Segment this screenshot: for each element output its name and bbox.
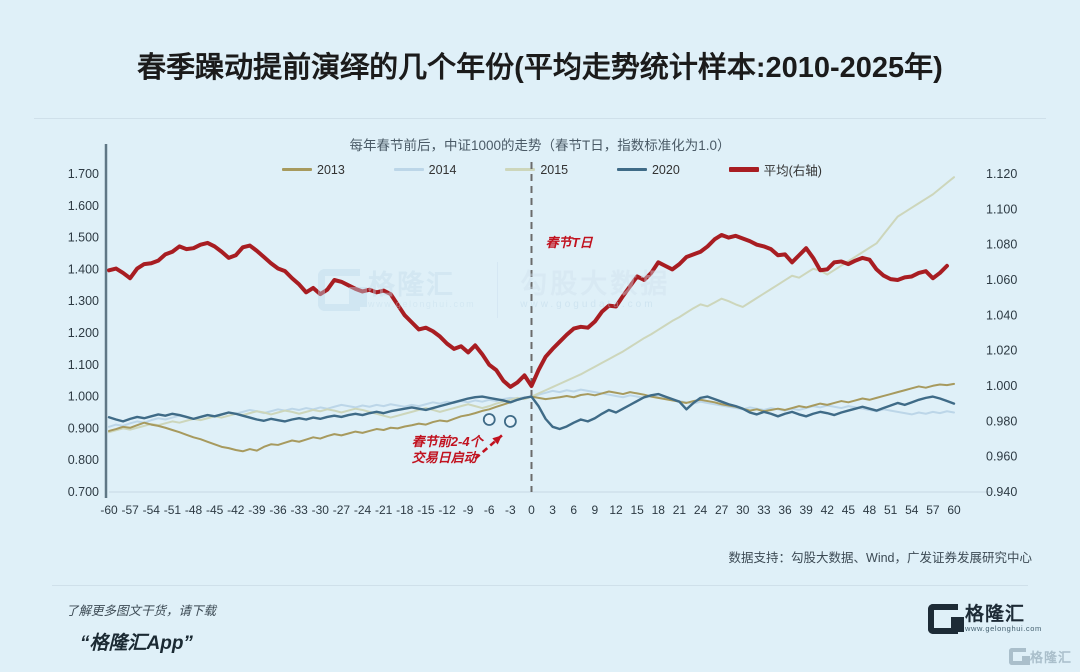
svg-text:1.300: 1.300	[68, 294, 99, 308]
svg-text:-9: -9	[463, 503, 474, 517]
svg-text:1.400: 1.400	[68, 262, 99, 276]
svg-text:21: 21	[673, 503, 687, 517]
svg-text:45: 45	[842, 503, 856, 517]
svg-text:交易日启动: 交易日启动	[412, 450, 479, 465]
svg-text:春节T日: 春节T日	[546, 235, 594, 250]
svg-text:30: 30	[736, 503, 750, 517]
legend-swatch-average	[728, 167, 759, 172]
svg-text:24: 24	[694, 503, 708, 517]
svg-text:1.200: 1.200	[68, 326, 99, 340]
svg-text:-48: -48	[185, 503, 203, 517]
svg-text:-60: -60	[100, 503, 118, 517]
svg-text:1.100: 1.100	[986, 202, 1017, 216]
svg-text:-3: -3	[505, 503, 516, 517]
legend-item-average[interactable]: 平均(右轴)	[728, 160, 822, 179]
legend-item-2020[interactable]: 2020	[616, 162, 680, 177]
legend-swatch-2015	[505, 168, 536, 171]
svg-text:-33: -33	[290, 503, 308, 517]
legend-label-2015: 2015	[540, 162, 569, 177]
svg-text:27: 27	[715, 503, 729, 517]
corner-logo: 格隆汇	[1008, 647, 1072, 666]
svg-text:1.100: 1.100	[68, 358, 99, 372]
svg-text:18: 18	[652, 503, 666, 517]
corner-logo-label: 格隆汇	[1029, 650, 1072, 665]
legend-label-average: 平均(右轴)	[763, 164, 822, 178]
chart-card: 每年春节前后，中证1000的走势（春节T日，指数标准化为1.0） 2013 20…	[34, 126, 1046, 526]
svg-text:-36: -36	[269, 503, 287, 517]
footer-line2: “格隆汇App”	[80, 633, 193, 654]
svg-text:-15: -15	[417, 503, 435, 517]
page-title: 春季躁动提前演绎的几个年份(平均走势统计样本:2010-2025年)	[137, 52, 943, 84]
svg-text:春节前2-4个: 春节前2-4个	[412, 434, 485, 449]
svg-text:0.940: 0.940	[986, 485, 1017, 499]
chart-legend: 2013 2014 2015 2020 平均(右轴)	[282, 160, 822, 179]
svg-text:12: 12	[609, 503, 623, 517]
svg-text:48: 48	[863, 503, 877, 517]
legend-label-2013: 2013	[317, 162, 345, 177]
legend-item-2015[interactable]: 2015	[505, 163, 568, 177]
svg-text:-39: -39	[248, 503, 266, 517]
svg-text:0.900: 0.900	[68, 421, 99, 435]
source-note: 数据支持：勾股大数据、Wind，广发证券发展研究中心	[728, 551, 1032, 565]
svg-text:57: 57	[926, 503, 940, 517]
chart-subtitle: 每年春节前后，中证1000的走势（春节T日，指数标准化为1.0）	[349, 138, 731, 153]
legend-item-2013[interactable]: 2013	[282, 163, 345, 177]
plot-area: 1.700 1.600 1.500 1.400 1.300 1.200 1.100 1.000…	[34, 126, 1046, 526]
svg-text:3: 3	[549, 503, 556, 517]
svg-text:0: 0	[528, 503, 535, 517]
svg-text:-18: -18	[396, 503, 414, 517]
svg-text:1.040: 1.040	[986, 308, 1017, 322]
svg-text:0.800: 0.800	[68, 453, 99, 467]
legend-swatch-2014	[393, 168, 424, 171]
gelonghui-corner-logo-icon	[1008, 648, 1030, 665]
footer-line1: 了解更多图文干货，请下载	[66, 604, 217, 618]
divider-top	[34, 118, 1046, 119]
svg-text:1.000: 1.000	[986, 379, 1017, 393]
svg-text:1.700: 1.700	[68, 167, 99, 181]
svg-text:1.080: 1.080	[986, 238, 1017, 252]
svg-text:0.700: 0.700	[68, 485, 99, 499]
footer-logo[interactable]: 格隆汇 www.gelonghui.com	[928, 604, 1042, 634]
svg-text:-12: -12	[438, 503, 456, 517]
svg-text:-30: -30	[312, 503, 330, 517]
svg-text:42: 42	[821, 503, 835, 517]
svg-text:-6: -6	[484, 503, 495, 517]
footer-logo-sub: www.gelonghui.com	[965, 624, 1042, 634]
svg-text:-27: -27	[333, 503, 351, 517]
legend-item-2014[interactable]: 2014	[393, 162, 457, 177]
gelonghui-logo-icon	[928, 604, 964, 634]
svg-text:-21: -21	[375, 503, 393, 517]
svg-text:-45: -45	[206, 503, 224, 517]
svg-text:54: 54	[905, 503, 919, 517]
divider-bottom	[52, 585, 1028, 586]
svg-text:39: 39	[799, 503, 813, 517]
svg-text:1.000: 1.000	[68, 390, 99, 404]
svg-text:-54: -54	[143, 503, 161, 517]
svg-text:60: 60	[947, 503, 961, 517]
svg-text:-57: -57	[121, 503, 139, 517]
legend-label-2020: 2020	[651, 162, 680, 177]
svg-text:0.980: 0.980	[986, 414, 1017, 428]
footer-logo-main: 格隆汇	[965, 603, 1026, 625]
svg-text:15: 15	[630, 503, 644, 517]
svg-text:9: 9	[592, 503, 599, 517]
svg-text:36: 36	[778, 503, 792, 517]
legend-label-2014: 2014	[428, 162, 457, 177]
svg-text:33: 33	[757, 503, 771, 517]
svg-text:0.960: 0.960	[986, 450, 1017, 464]
svg-text:6: 6	[570, 503, 577, 517]
legend-swatch-2020	[616, 168, 647, 171]
svg-text:1.120: 1.120	[986, 167, 1017, 181]
svg-text:1.500: 1.500	[68, 231, 99, 245]
svg-text:-51: -51	[164, 503, 182, 517]
svg-text:-42: -42	[227, 503, 245, 517]
legend-swatch-2013	[282, 168, 312, 171]
svg-text:-24: -24	[354, 503, 372, 517]
svg-text:1.600: 1.600	[68, 199, 99, 213]
svg-text:1.060: 1.060	[986, 273, 1017, 287]
chart-svg: 1.700 1.600 1.500 1.400 1.300 1.200 1.100 1.000…	[68, 144, 1017, 517]
footer-promo: 了解更多图文干货，请下载 “格隆汇App”	[66, 600, 216, 655]
svg-text:51: 51	[884, 503, 898, 517]
svg-text:1.020: 1.020	[986, 344, 1017, 358]
